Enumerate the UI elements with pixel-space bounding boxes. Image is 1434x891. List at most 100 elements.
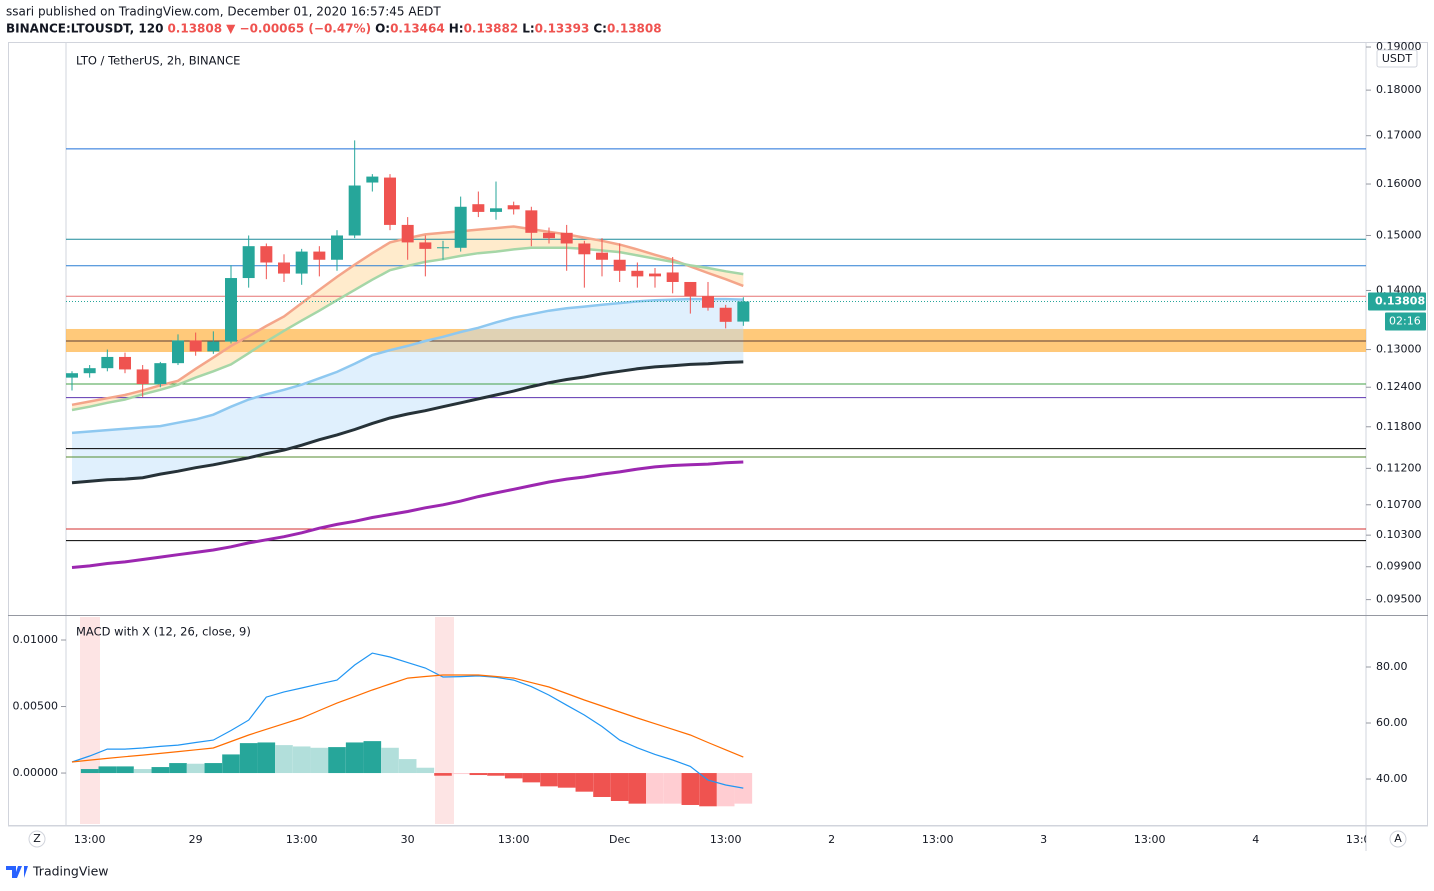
histogram-bar: [381, 747, 399, 774]
candle-body: [295, 251, 308, 274]
histogram-bar: [80, 769, 99, 774]
macd-pane: 0.01000 0.00500 0.00000 80.00 60.00 40.00: [13, 633, 1408, 807]
y-tick-label: 0.19000: [1376, 40, 1422, 53]
time-axis: 13:00 29 13:00 30 13:00 Dec 13:00 2 13:00 3 13:00 4…: [74, 833, 1378, 846]
y-tick-label: 0.13000: [1376, 343, 1422, 356]
candle-body: [631, 270, 644, 277]
y-tick-label: 0.01000: [13, 633, 59, 646]
indicator-title: MACD with X (12, 26, close, 9): [76, 625, 251, 639]
last-price-badge: [1368, 292, 1426, 311]
candle-body: [507, 205, 520, 210]
y-tick-label: 0.17000: [1376, 129, 1422, 142]
currency: USDT: [1382, 52, 1413, 65]
header-text: L:: [522, 22, 534, 36]
band-fill: [72, 299, 744, 483]
x-tick-label: 29: [189, 833, 203, 846]
candle-body: [649, 273, 662, 277]
candle-body: [331, 235, 344, 260]
x-tick-label: 13:00: [1346, 833, 1378, 846]
currency-box: [1376, 49, 1418, 68]
indicator-line: [71, 652, 744, 789]
candle-body: [560, 232, 573, 244]
histogram-bar: [646, 773, 664, 804]
y2-tick-label: 80.00: [1376, 660, 1408, 673]
header-text: C:: [593, 22, 607, 36]
x-tick-label: 2: [828, 833, 835, 846]
brand: TradingView: [32, 864, 109, 879]
moving-average: [71, 360, 744, 485]
candle-body: [490, 208, 503, 212]
x-tick-label: 13:00: [710, 833, 742, 846]
price-pane: [66, 140, 1366, 569]
histogram-bar: [275, 745, 293, 774]
histogram-bar: [434, 773, 452, 776]
histogram-bar: [257, 742, 276, 774]
y-tick-label: 0.12400: [1376, 380, 1422, 393]
histogram-bar: [116, 766, 134, 774]
histogram-bar: [169, 763, 187, 774]
histogram-bar: [451, 773, 470, 775]
candle-body: [384, 177, 397, 225]
header-text: 0.13393: [535, 22, 590, 36]
candle-body: [666, 272, 679, 282]
x-tick-label: Dec: [609, 833, 630, 846]
candle-body: [525, 210, 538, 233]
histogram-bar: [681, 773, 700, 805]
moving-average: [71, 246, 744, 412]
candle-body: [702, 296, 715, 308]
histogram-bar: [522, 773, 541, 783]
x-tick-label: 3: [1040, 833, 1047, 846]
brand-logo: [6, 866, 28, 878]
cross-highlight: [80, 617, 100, 824]
histogram-bar: [133, 769, 152, 774]
published-line: ssari published on TradingView.com, Dece…: [6, 5, 441, 19]
histogram-bar: [469, 773, 488, 776]
histogram-bar: [540, 773, 558, 787]
candle-body: [454, 206, 467, 248]
candle-body: [119, 356, 132, 370]
header-text: BINANCE:LTOUSDT, 120: [6, 22, 163, 36]
auto-button-label[interactable]: A: [1394, 832, 1402, 845]
y-tick-label: 0.15000: [1376, 228, 1422, 241]
y2-tick-label: 60.00: [1376, 716, 1408, 729]
histogram-bar: [398, 759, 417, 774]
auto-button[interactable]: [1389, 830, 1407, 848]
y2-tick-label: 40.00: [1376, 772, 1408, 785]
y-tick-label: 0.11800: [1376, 420, 1422, 433]
candle-body: [136, 369, 149, 385]
x-tick-label: 13:00: [922, 833, 954, 846]
candle-body: [225, 278, 238, 342]
histogram-bar: [716, 773, 735, 807]
scale-button[interactable]: [28, 830, 46, 848]
price-axis: 0.190000.180000.170000.160000.150000.140…: [1366, 40, 1422, 606]
header-text: H:: [449, 22, 464, 36]
scale-button-label[interactable]: Z: [33, 832, 41, 845]
moving-average: [71, 297, 744, 435]
candle-body: [101, 356, 114, 369]
header-text: 0.13808: [167, 22, 222, 36]
countdown-badge: [1385, 312, 1426, 331]
candle-body: [578, 243, 591, 255]
x-tick-label: 30: [401, 833, 415, 846]
histogram-bar: [628, 773, 647, 804]
zone: [66, 328, 1366, 353]
candle-body: [737, 301, 750, 322]
y-tick-label: 0.18000: [1376, 83, 1422, 96]
histogram-bar: [328, 747, 346, 774]
y-tick-label: 0.16000: [1376, 177, 1422, 190]
histogram-bar: [363, 741, 382, 774]
histogram-bar: [487, 773, 505, 776]
candle-body: [472, 204, 485, 212]
header-text: ▼ −0.00065 (−0.47%): [226, 22, 371, 36]
histogram-bar: [610, 773, 629, 801]
histogram-bar: [699, 773, 717, 807]
moving-average: [71, 460, 744, 569]
candle-body: [83, 368, 96, 374]
candle-body: [348, 185, 361, 236]
histogram-bar: [575, 773, 594, 792]
y-tick-label: 0.10700: [1376, 498, 1422, 511]
candle-body: [66, 373, 78, 378]
candle-body: [189, 340, 202, 352]
candle-body: [278, 262, 291, 274]
